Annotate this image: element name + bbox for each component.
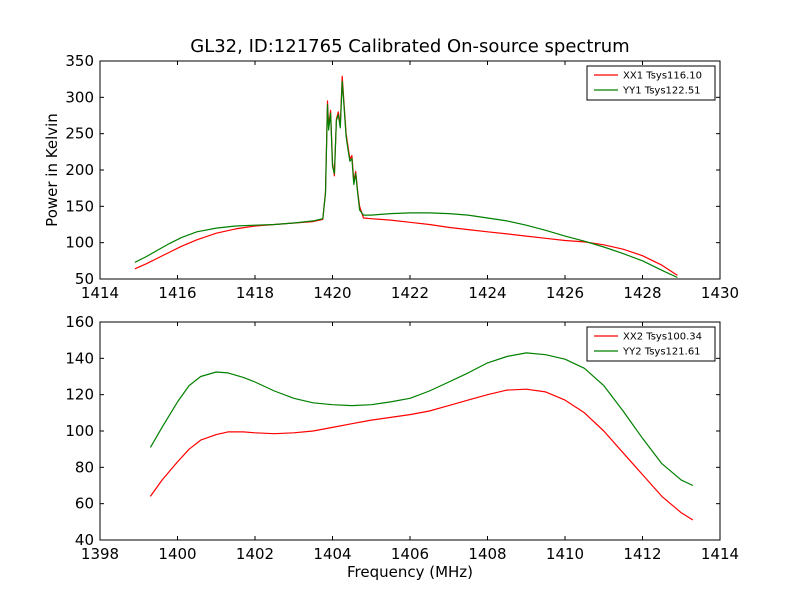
legend-box bbox=[586, 326, 716, 362]
legend-box bbox=[586, 65, 716, 101]
y-tick-label: 40 bbox=[75, 531, 94, 549]
top-plot: 1414 1416 1418 1420 1422 1424 1426 1428 1430 50 10… bbox=[43, 52, 739, 302]
y-axis-label: Power in Kelvin bbox=[43, 113, 61, 227]
x-tick-label: 1398 bbox=[81, 545, 119, 563]
x-tick-label: 1404 bbox=[313, 545, 351, 563]
x-tick-label: 1408 bbox=[468, 545, 506, 563]
series-line-xx2 bbox=[149, 388, 694, 521]
y-tick-label: 50 bbox=[75, 270, 94, 288]
bottom-plot: 1398 1400 1402 1404 1406 1408 1410 1412 1414 40 60… bbox=[65, 313, 739, 581]
series-line-yy2 bbox=[149, 352, 694, 487]
x-tick-label: 1414 bbox=[81, 284, 119, 302]
y-tick-label: 60 bbox=[75, 495, 94, 513]
y-tick-label: 160 bbox=[65, 313, 94, 331]
y-tick-label: 300 bbox=[65, 88, 94, 106]
x-tick-label: 1410 bbox=[546, 545, 584, 563]
legend: XX2 Tsys100.34 YY2 Tsys121.61 bbox=[586, 326, 716, 362]
x-tick-label: 1420 bbox=[313, 284, 351, 302]
x-tick-label: 1430 bbox=[701, 284, 739, 302]
x-tick-label: 1412 bbox=[623, 545, 661, 563]
x-axis-label: Frequency (MHz) bbox=[347, 563, 473, 581]
y-tick-label: 120 bbox=[65, 386, 94, 404]
legend-label: YY1 Tsys122.51 bbox=[622, 86, 701, 97]
legend-label: XX1 Tsys116.10 bbox=[623, 71, 702, 82]
y-tick-label: 250 bbox=[65, 125, 94, 143]
y-tick-label: 150 bbox=[65, 197, 94, 215]
legend-label: XX2 Tsys100.34 bbox=[623, 332, 702, 343]
y-tick-label: 350 bbox=[65, 52, 94, 70]
x-tick-label: 1428 bbox=[623, 284, 661, 302]
legend: XX1 Tsys116.10 YY1 Tsys122.51 bbox=[586, 65, 716, 101]
y-tick-label: 200 bbox=[65, 161, 94, 179]
y-tick-label: 100 bbox=[65, 422, 94, 440]
y-tick-label: 80 bbox=[75, 458, 94, 476]
x-tick-label: 1416 bbox=[158, 284, 196, 302]
y-tick-label: 140 bbox=[65, 349, 94, 367]
x-tick-label: 1424 bbox=[468, 284, 506, 302]
x-tick-label: 1400 bbox=[158, 545, 196, 563]
x-tick-label: 1422 bbox=[391, 284, 429, 302]
chart-title: GL32, ID:121765 Calibrated On-source spe… bbox=[190, 36, 629, 57]
legend-label: YY2 Tsys121.61 bbox=[622, 347, 701, 358]
series-line-xx1 bbox=[134, 75, 678, 276]
x-tick-label: 1426 bbox=[546, 284, 584, 302]
x-tick-label: 1414 bbox=[701, 545, 739, 563]
y-tick-label: 100 bbox=[65, 234, 94, 252]
x-tick-label: 1406 bbox=[391, 545, 429, 563]
x-tick-label: 1418 bbox=[236, 284, 274, 302]
x-tick-label: 1402 bbox=[236, 545, 274, 563]
series-line-yy1 bbox=[134, 80, 678, 279]
